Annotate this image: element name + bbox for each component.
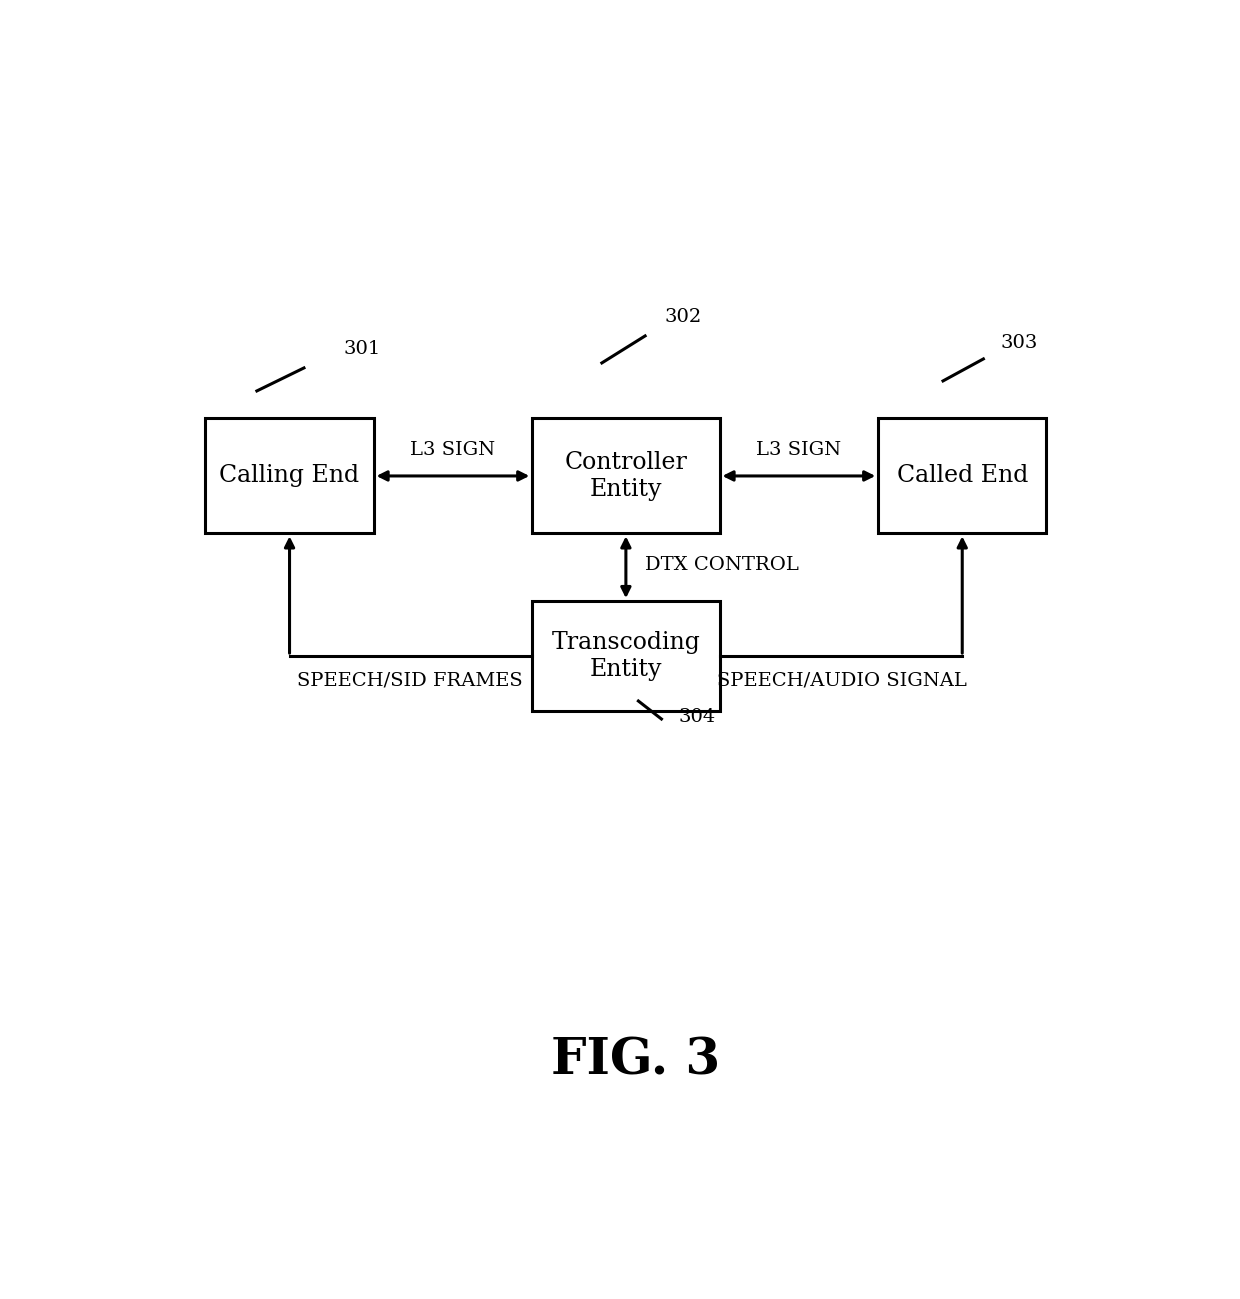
Text: L3 SIGN: L3 SIGN: [756, 440, 842, 459]
Text: Calling End: Calling End: [219, 465, 360, 487]
Bar: [532, 418, 719, 534]
Text: 302: 302: [665, 308, 702, 326]
Text: 303: 303: [1001, 334, 1038, 352]
Text: SPEECH/AUDIO SIGNAL: SPEECH/AUDIO SIGNAL: [717, 672, 967, 690]
Text: FIG. 3: FIG. 3: [551, 1037, 720, 1086]
Text: 304: 304: [678, 708, 715, 726]
Text: Controller
Entity: Controller Entity: [564, 451, 687, 500]
Bar: [878, 418, 1047, 534]
Text: Called End: Called End: [897, 465, 1028, 487]
Bar: [532, 601, 719, 711]
Text: DTX CONTROL: DTX CONTROL: [645, 556, 799, 574]
Bar: [206, 418, 373, 534]
Text: L3 SIGN: L3 SIGN: [410, 440, 496, 459]
Text: SPEECH/SID FRAMES: SPEECH/SID FRAMES: [296, 672, 522, 690]
Text: Transcoding
Entity: Transcoding Entity: [552, 631, 701, 681]
Text: 301: 301: [343, 340, 381, 359]
